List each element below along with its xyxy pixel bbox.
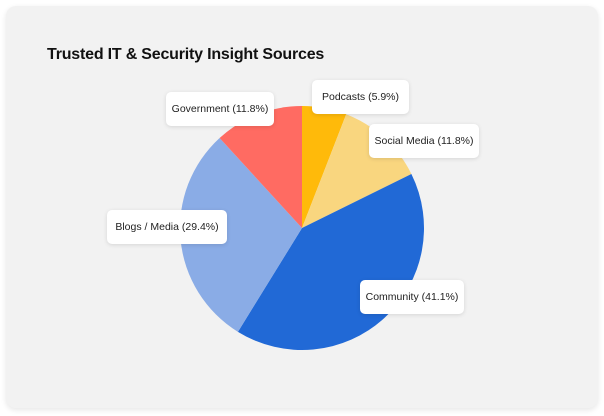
pie-slice-podcasts (302, 106, 347, 228)
label-community: Community (41.1%) (360, 280, 464, 314)
label-government: Government (11.8%) (166, 92, 274, 126)
label-blogs-media: Blogs / Media (29.4%) (107, 210, 227, 244)
chart-title: Trusted IT & Security Insight Sources (47, 46, 325, 63)
label-social-media: Social Media (11.8%) (369, 124, 479, 158)
pie-slice-blogs-media (180, 138, 302, 332)
pie-slice-government (219, 106, 302, 228)
label-podcasts: Podcasts (5.9%) (312, 80, 409, 114)
